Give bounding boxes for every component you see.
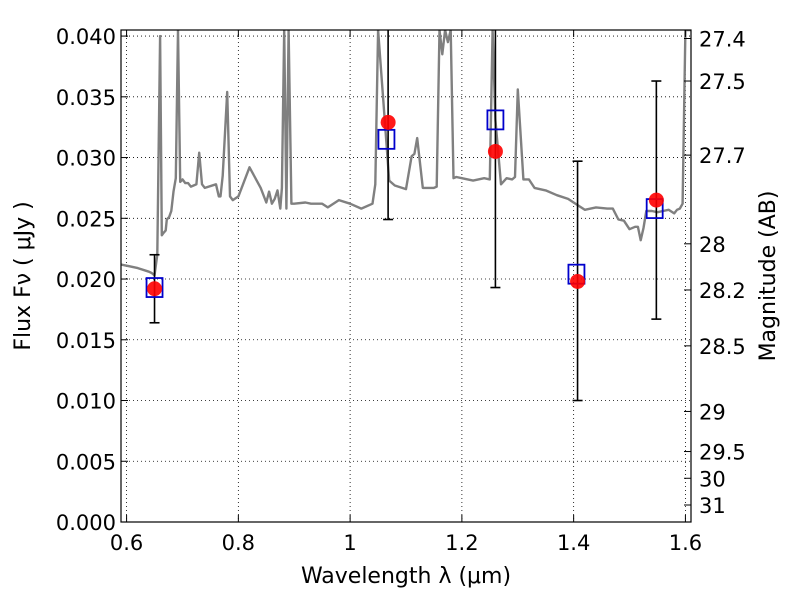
x-tick-label: 0.6	[110, 531, 143, 555]
grid	[121, 30, 691, 523]
magnitude-tick-label: 29	[699, 400, 726, 424]
observed-point	[380, 114, 396, 130]
magnitude-tick-label: 27.4	[699, 28, 746, 52]
y-tick-label: 0.015	[56, 329, 116, 353]
magnitude-tick-label: 27.5	[699, 70, 746, 94]
x-axis-ticks: 0.6 0.8 1 1.2 1.4 1.6	[110, 30, 702, 555]
magnitude-axis-ticks: 27.4 27.5 27.7 28 28.2 28.5 29 29.530 31	[684, 28, 746, 518]
magnitude-tick-label: 28	[699, 233, 726, 257]
y-axis-ticks: 0.000 0.005 0.010 0.015 0.020 0.025 0.030 0.035…	[56, 25, 128, 535]
y-tick-label: 0.025	[56, 207, 116, 231]
magnitude-tick-label: 27.7	[699, 144, 746, 168]
y-tick-label: 0.010	[56, 390, 116, 414]
x-tick-label: 1.4	[557, 531, 590, 555]
y-tick-label: 0.030	[56, 147, 116, 171]
y-tick-label: 0.000	[56, 511, 116, 535]
model-point	[377, 128, 396, 150]
x-tick-label: 1.6	[669, 531, 702, 555]
magnitude-tick-label: 29.5	[699, 441, 746, 465]
y-axis-title: Flux Fν ( μJy )	[11, 201, 36, 350]
spectrum-line	[121, 30, 691, 277]
observed-point	[648, 192, 664, 208]
x-axis-title: Wavelength λ (μm)	[301, 564, 511, 589]
model-point	[145, 277, 164, 298]
model-point	[486, 109, 505, 131]
magnitude-tick-label: 28.5	[699, 335, 746, 359]
magnitude-tick-label: 30	[699, 467, 726, 491]
magnitude-tick-label: 28.2	[699, 279, 746, 303]
observed-point	[570, 273, 586, 289]
x-tick-label: 1.2	[445, 531, 478, 555]
plot-clip-group	[121, 30, 691, 402]
x-tick-label: 0.8	[222, 531, 255, 555]
plot-frame	[120, 29, 692, 523]
x-tick-label: 1	[343, 531, 356, 555]
y-tick-label: 0.020	[56, 268, 116, 292]
magnitude-tick-label: 31	[699, 494, 726, 518]
y-tick-label: 0.040	[56, 25, 116, 49]
y-tick-label: 0.035	[56, 86, 116, 110]
magnitude-axis-title: Magnitude (AB)	[756, 191, 781, 362]
plot-area	[121, 30, 691, 402]
y-tick-label: 0.005	[56, 450, 116, 474]
observed-point	[147, 281, 163, 297]
axes	[120, 29, 692, 523]
observed-point	[487, 143, 503, 159]
